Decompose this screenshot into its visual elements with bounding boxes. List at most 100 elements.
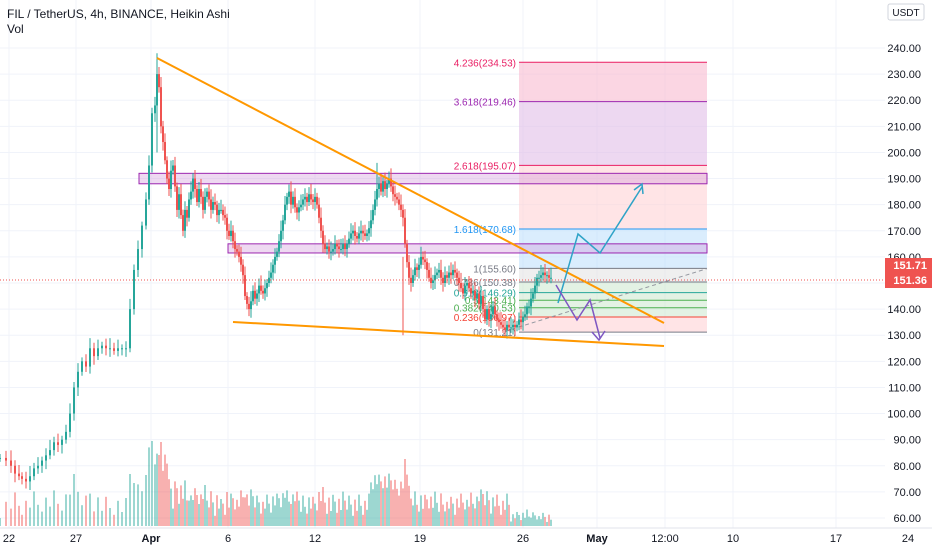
volume-bar (426, 499, 428, 526)
volume-bar (266, 494, 268, 526)
price-axis[interactable]: USDT 240.00 230.00 220.00 210.00 200.00 190.0… (885, 0, 932, 528)
time-tick: 27 (70, 533, 82, 545)
volume-bar (270, 512, 272, 526)
volume-bar (190, 495, 192, 526)
candle-body (550, 277, 552, 279)
volume-bar (370, 482, 372, 526)
volume-bar (174, 481, 176, 526)
volume-bar (500, 514, 502, 526)
candle-body (148, 165, 150, 200)
volume-bar (486, 491, 488, 526)
candle-body (500, 322, 502, 325)
volume-bar (474, 508, 476, 526)
candle-body (406, 243, 408, 263)
volume-bar (518, 515, 520, 526)
candle-body (172, 165, 174, 171)
volume-bar (256, 495, 258, 526)
candle-body (145, 199, 147, 226)
volume-bar (204, 485, 206, 526)
volume-bar (350, 504, 352, 526)
volume-bar (254, 507, 256, 526)
fib-trend-line (504, 268, 708, 332)
candle-body (474, 290, 476, 299)
candle-body (454, 269, 456, 273)
volume-bar (109, 508, 111, 526)
time-axis[interactable]: 22 27 Apr 6 12 19 26 May 12:00 10 17 24 (0, 527, 932, 550)
volume-bar (442, 504, 444, 526)
candle-body (438, 269, 440, 273)
volume-bar (210, 491, 212, 526)
candle-body (290, 191, 292, 205)
volume-bar (478, 501, 480, 526)
candle-body (14, 465, 16, 474)
trend-lines[interactable] (156, 57, 665, 347)
currency-badge[interactable] (887, 3, 925, 21)
volume-bar (416, 504, 418, 526)
volume-bar (408, 485, 410, 526)
volume-histogram (0, 441, 552, 526)
candle-body (262, 290, 264, 294)
fib-level-label: 1(155.60) (473, 264, 516, 275)
volume-bar (324, 502, 326, 526)
candle-body (117, 348, 119, 351)
candle-body (212, 202, 214, 210)
candle-body (310, 194, 312, 200)
symbol-header[interactable]: FIL / TetherUS, 4h, BINANCE, Heikin Ashi (7, 7, 230, 21)
candle-body (382, 181, 384, 192)
candle-body (232, 230, 234, 242)
volume-bar (105, 496, 107, 526)
volume-bar (133, 483, 135, 526)
candle-body (486, 309, 488, 320)
candle-body (492, 306, 494, 315)
candle-body (258, 285, 260, 294)
candle-body (370, 220, 372, 229)
candle-body (518, 319, 520, 325)
candle-body (414, 267, 416, 276)
volume-bar (206, 500, 208, 526)
volume-bar (410, 498, 412, 526)
candle-body (392, 186, 394, 195)
volume-bar (550, 519, 552, 526)
candle-body (93, 348, 95, 357)
volume-bar (498, 505, 500, 526)
volume-bar (180, 485, 182, 526)
candle-body (188, 199, 190, 218)
candle-body (534, 285, 536, 294)
candle-body (496, 314, 498, 320)
candle-body (490, 314, 492, 320)
volume-bar (41, 511, 43, 526)
candle-body (356, 236, 358, 239)
candle-body (548, 275, 550, 278)
candle-body (121, 348, 123, 350)
volume-bar (494, 506, 496, 526)
resistance-zone (138, 172, 708, 185)
bearish-projection-arrow (555, 284, 601, 339)
volume-bar (354, 499, 356, 526)
volume-bar (186, 500, 188, 526)
candle-body (5, 457, 7, 461)
candle-body (81, 361, 83, 372)
volume-bar (170, 488, 172, 526)
candle-body (306, 196, 308, 203)
volume-bar (516, 511, 518, 526)
fib-band (519, 282, 707, 293)
volume-bar (202, 499, 204, 526)
candle-body (286, 196, 288, 205)
resistance-zones[interactable] (138, 172, 708, 254)
volume-indicator-label[interactable]: Vol (7, 22, 24, 36)
candle-body (65, 431, 67, 440)
projection-arrows[interactable] (555, 182, 644, 342)
volume-bar (97, 497, 99, 526)
volume-bar (396, 488, 398, 526)
candle-body (69, 413, 71, 432)
candle-body (238, 251, 240, 257)
second-price-text: 151.36 (893, 275, 927, 287)
candle-body (378, 183, 380, 189)
volume-bar (141, 491, 143, 526)
volume-bar (306, 513, 308, 526)
volume-bar (224, 514, 226, 526)
volume-bar (316, 510, 318, 526)
volume-bar (242, 497, 244, 526)
candle-body (526, 306, 528, 315)
